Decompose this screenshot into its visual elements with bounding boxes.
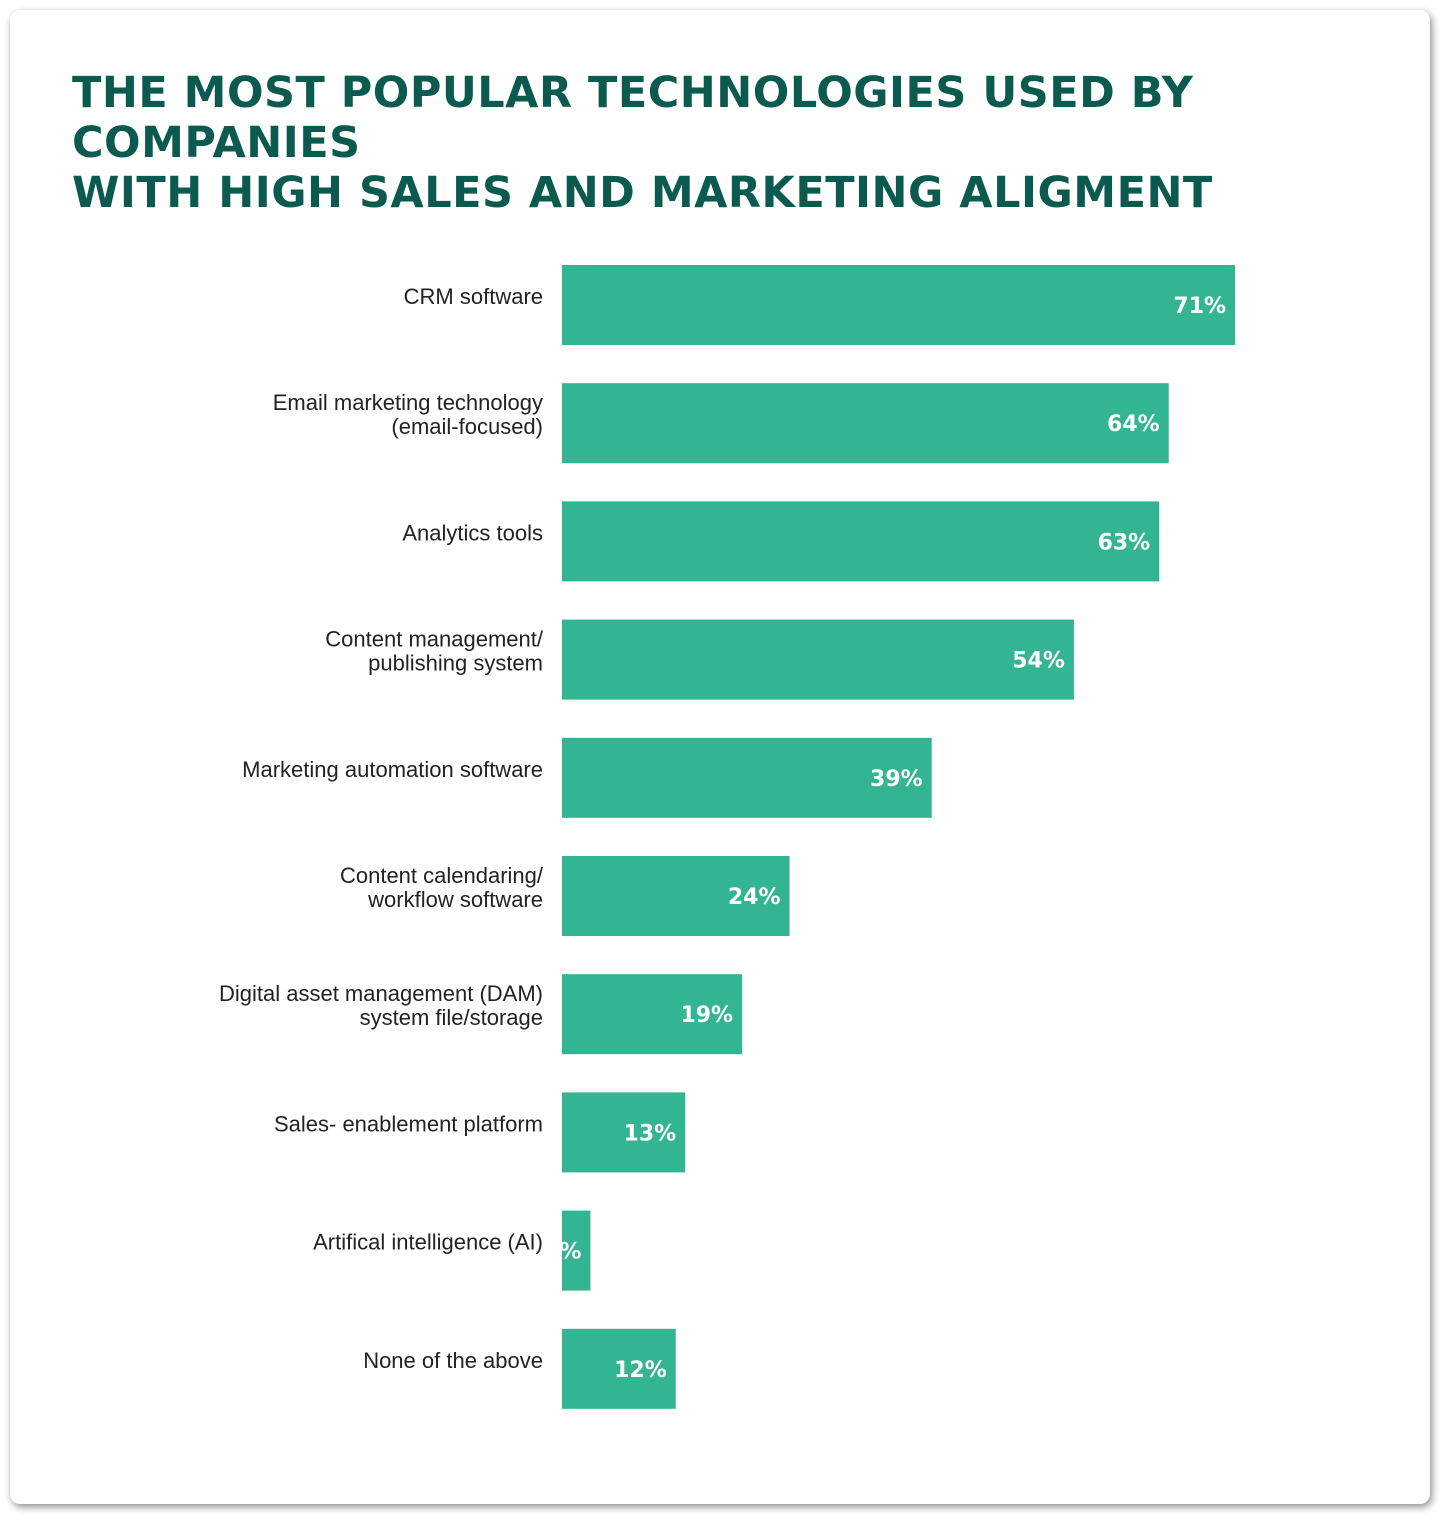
bar [562,1328,676,1409]
bar-value-label: 39% [870,767,923,792]
bar-row: 24% Content calendaring/workflow software [340,856,790,936]
bar-row: 13% Sales- enablement platform [274,1092,686,1173]
bar [562,619,1074,700]
bar-row: 64% Email marketing technology(email-focu… [273,383,1169,464]
bar [562,501,1160,582]
bar [562,856,790,936]
category-label: workflow software [367,887,543,912]
category-label: Digital asset management (DAM) [219,981,543,1006]
category-label: CRM software [404,284,543,309]
bar [562,1210,591,1291]
bar-value-label: 24% [728,885,781,910]
bar-row: 39% Marketing automation software [242,737,932,818]
bar-row: 63% Analytics tools [402,501,1160,582]
chart-title-line-2: WITH HIGH SALES AND MARKETING ALIGMENT [72,168,1213,218]
bar-value-label: 64% [1107,412,1160,437]
bar-value-label: 19% [680,1003,733,1028]
chart-title: THE MOST POPULAR TECHNOLOGIES USED BY CO… [72,68,1412,218]
category-label: Sales- enablement platform [274,1111,543,1136]
category-label: Content calendaring/ [340,863,544,888]
bar-row: 19% Digital asset management (DAM)system … [219,974,743,1055]
category-label: Content management/ [325,627,544,652]
bar [562,974,743,1055]
chart-title-line-1: THE MOST POPULAR TECHNOLOGIES USED BY CO… [72,68,1194,168]
bar [562,265,1236,345]
bar [562,737,932,818]
bar-value-label: 71% [1173,294,1226,319]
bar-value-label: 63% [1098,530,1151,555]
bar-row: 12% None of the above [363,1328,676,1409]
category-label: Artifical intelligence (AI) [313,1230,543,1255]
bar-row: 3%Artifical intelligence (AI) [313,1210,591,1291]
bar-row: 71% CRM software [404,265,1236,345]
category-label: None of the above [363,1348,543,1373]
category-label: publishing system [368,651,543,676]
bar [562,1092,686,1173]
bar-value-label: 3% [544,1240,581,1265]
bar-value-label: 54% [1012,649,1065,674]
category-label: Email marketing technology [273,390,543,415]
category-label: Marketing automation software [242,757,543,782]
category-label: Analytics tools [402,520,543,545]
bar-row: 54% Content management/publishing system [325,619,1074,700]
bar [562,383,1169,464]
category-label: (email-focused) [391,414,543,439]
bar-value-label: 13% [624,1121,677,1146]
bar-value-label: 12% [614,1358,667,1383]
category-label: system file/storage [360,1005,543,1030]
